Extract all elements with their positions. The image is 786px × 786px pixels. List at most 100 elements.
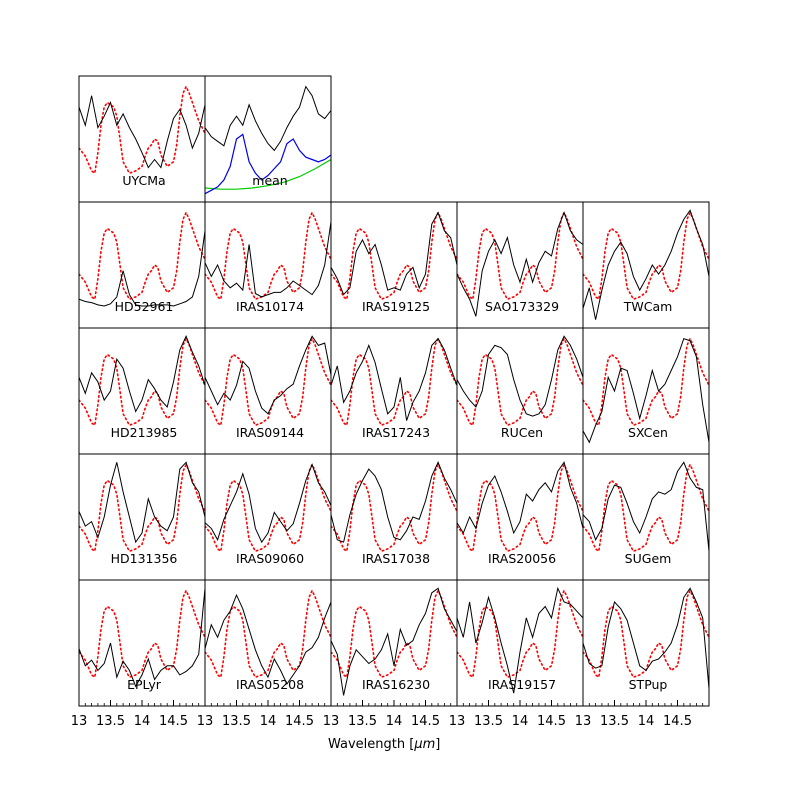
reference-line — [457, 336, 583, 427]
panel-twcam: TWCam — [582, 201, 710, 329]
x-tick-label: 14.5 — [285, 714, 314, 729]
panel-plot-area — [583, 336, 709, 444]
panel-plot-area — [457, 210, 583, 317]
panel-plot-area — [583, 461, 709, 553]
reference-line — [79, 210, 205, 301]
panel-label: IRAS16230 — [362, 677, 430, 692]
panel-iras20056: IRAS20056 — [456, 453, 584, 581]
spectrum-line — [205, 593, 331, 686]
spectrum-line — [583, 209, 709, 320]
panel-sugem: SUGem — [582, 453, 710, 581]
panel-plot-area — [205, 335, 331, 427]
reference-line — [205, 588, 331, 679]
spectrum-line — [583, 461, 709, 552]
panel-iras10174: IRAS10174 — [204, 201, 332, 329]
reference-line — [79, 336, 205, 427]
series-line-green — [205, 158, 331, 190]
panel-hd213985: HD213985 — [78, 327, 206, 455]
reference-line — [583, 336, 709, 427]
x-tick-label: 13.5 — [474, 714, 503, 729]
spectrum-line — [79, 461, 205, 544]
spectrum-line — [583, 587, 709, 689]
panel-iras17038: IRAS17038 — [330, 453, 458, 581]
spectrum-line — [331, 461, 457, 543]
panel-plot-area — [457, 335, 583, 427]
panel-plot-area — [205, 210, 331, 301]
panel-sao173329: SAO173329 — [456, 201, 584, 329]
panel-iras19157: IRAS19157 — [456, 579, 584, 707]
reference-line — [205, 210, 331, 301]
panel-plot-area — [79, 210, 205, 307]
x-axis-title-text: Wavelength [ — [328, 737, 414, 752]
reference-line — [79, 84, 205, 175]
panel-plot-area — [457, 586, 583, 694]
x-tick-label: 14 — [134, 714, 151, 729]
x-tick-label: 13 — [449, 714, 466, 729]
panel-label: HD213985 — [111, 425, 178, 440]
spectrum-line — [457, 335, 583, 417]
spectrum-line — [79, 95, 205, 169]
panel-iras05208: IRAS05208 — [204, 579, 332, 707]
x-axis-title: Wavelength [μm] — [328, 737, 440, 752]
series-line-blue — [205, 133, 331, 195]
x-tick-label: 14 — [638, 714, 655, 729]
panel-iras09144: IRAS09144 — [204, 327, 332, 455]
x-tick-label: 13 — [197, 714, 214, 729]
panel-label: IRAS10174 — [236, 299, 304, 314]
reference-line — [457, 210, 583, 301]
panel-plot-area — [79, 84, 205, 175]
panel-label: SAO173329 — [485, 299, 559, 314]
spectrum-line — [331, 337, 457, 421]
panel-hd131356: HD131356 — [78, 453, 206, 581]
x-tick-label: 14.5 — [537, 714, 566, 729]
x-tick-label: 13 — [71, 714, 88, 729]
reference-line — [331, 210, 457, 301]
reference-line — [457, 462, 583, 553]
x-tick-label: 13.5 — [600, 714, 629, 729]
panel-label: IRAS09060 — [236, 551, 304, 566]
spectrum-line — [79, 230, 205, 307]
spectrum-line — [457, 461, 583, 535]
spectrum-line — [331, 211, 457, 296]
x-axis-title-close: ] — [435, 737, 440, 752]
panel-label: IRAS17243 — [362, 425, 430, 440]
panel-plot-area — [205, 85, 331, 195]
spectrum-line — [205, 463, 331, 544]
panel-plot-area — [583, 587, 709, 689]
panel-sxcen: SXCen — [582, 327, 710, 455]
panel-eplyr: EPLyr — [78, 579, 206, 707]
panel-label: EPLyr — [127, 677, 162, 692]
spectrum-line — [205, 221, 331, 298]
x-axis-group: 13 13.5 14 14.5 13 13.5 14 14.5 13 13.5 14 14.5 13 13… — [71, 700, 710, 729]
reference-line — [205, 462, 331, 553]
x-tick-label: 14 — [386, 714, 403, 729]
spectrum-line — [205, 335, 331, 415]
panel-plot-area — [79, 461, 205, 553]
panel-label: IRAS05208 — [236, 677, 304, 692]
spectrum-line — [205, 85, 331, 152]
panel-plot-area — [331, 336, 457, 427]
panel-plot-area — [331, 461, 457, 553]
panel-label: TWCam — [623, 299, 673, 314]
x-tick-label: 13 — [575, 714, 592, 729]
x-tick-label: 13.5 — [222, 714, 251, 729]
spectrum-line — [79, 335, 205, 413]
panel-label: IRAS17038 — [362, 551, 430, 566]
reference-line — [331, 588, 457, 679]
reference-line — [205, 336, 331, 427]
panel-label: HD131356 — [111, 551, 178, 566]
spectrum-line — [457, 586, 583, 694]
panel-plot-area — [205, 588, 331, 686]
panel-label: mean — [252, 173, 287, 188]
panel-plot-area — [205, 462, 331, 553]
panels-group: UYCMa mean HD52961 IRAS10174 IRAS19125 SAO173… — [78, 75, 710, 707]
panel-label: IRAS19125 — [362, 299, 430, 314]
x-tick-label: 14.5 — [663, 714, 692, 729]
panel-iras19125: IRAS19125 — [330, 201, 458, 329]
panel-label: IRAS09144 — [236, 425, 304, 440]
reference-line — [331, 336, 457, 427]
panel-plot-area — [331, 587, 457, 696]
x-tick-label: 13.5 — [348, 714, 377, 729]
panel-plot-area — [583, 209, 709, 320]
panel-label: HD52961 — [115, 299, 174, 314]
